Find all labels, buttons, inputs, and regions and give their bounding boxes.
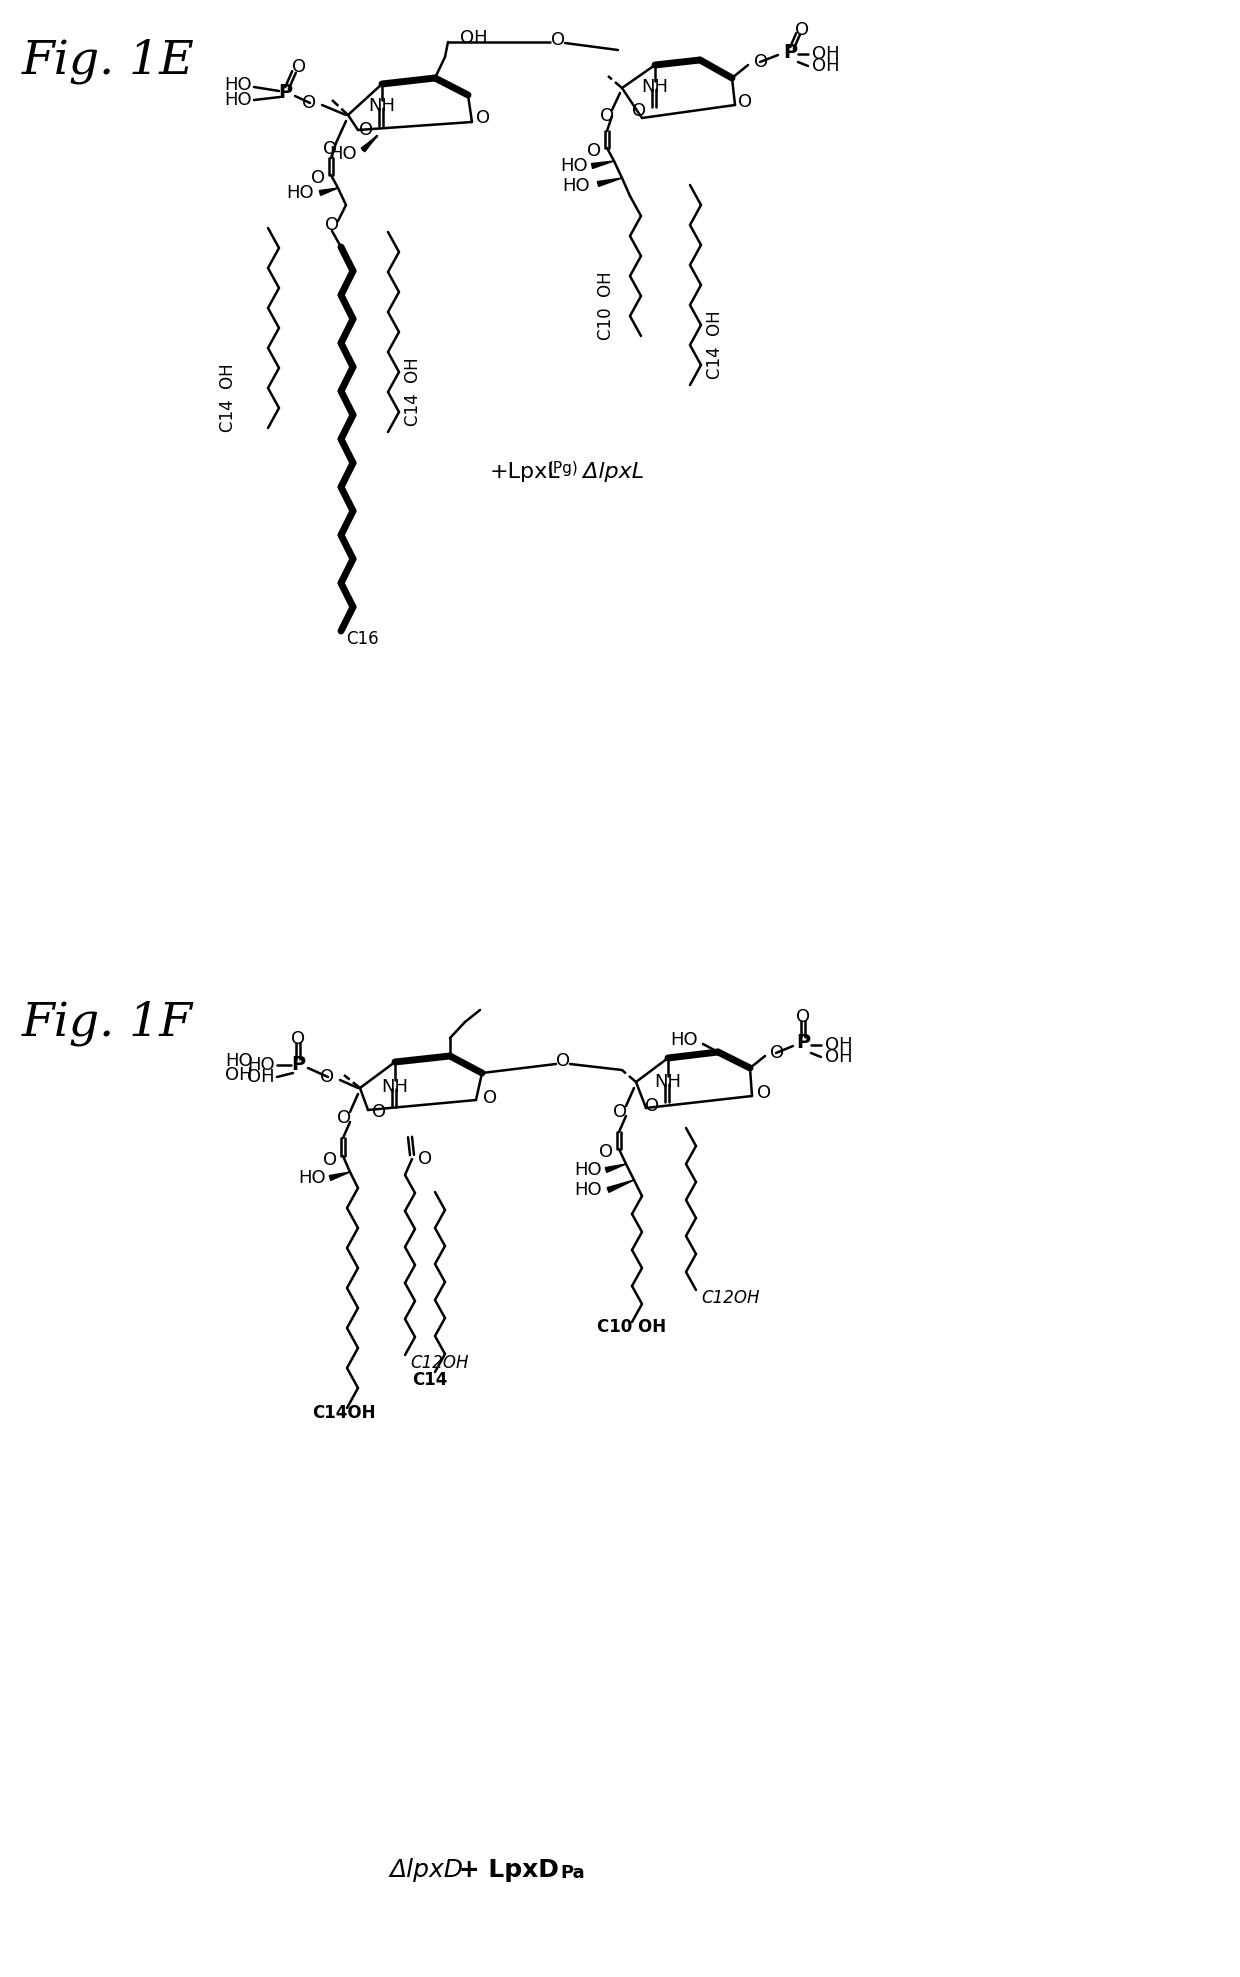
- Text: O: O: [613, 1103, 627, 1121]
- Text: + LpxD: + LpxD: [450, 1858, 559, 1882]
- Text: +LpxL: +LpxL: [490, 463, 560, 482]
- Text: O: O: [796, 1008, 810, 1026]
- Text: OH: OH: [224, 1066, 253, 1083]
- Text: Fig. 1F: Fig. 1F: [22, 1000, 193, 1046]
- Text: Fig. 1E: Fig. 1E: [22, 38, 195, 83]
- Text: C12OH: C12OH: [410, 1354, 469, 1372]
- Text: O: O: [322, 140, 337, 158]
- Text: NH: NH: [382, 1077, 408, 1095]
- Text: O: O: [291, 57, 306, 75]
- Text: O: O: [795, 22, 808, 40]
- Text: C12OH: C12OH: [701, 1289, 759, 1307]
- Text: HO: HO: [574, 1160, 601, 1178]
- Text: P: P: [796, 1034, 810, 1052]
- Text: C14  OH: C14 OH: [706, 310, 724, 380]
- Polygon shape: [320, 188, 339, 196]
- Text: O: O: [556, 1052, 570, 1070]
- Text: HO: HO: [224, 91, 252, 109]
- Text: O: O: [320, 1068, 334, 1085]
- Polygon shape: [361, 136, 377, 152]
- Text: HO: HO: [224, 75, 252, 95]
- Text: O: O: [482, 1089, 497, 1107]
- Text: OH: OH: [825, 1036, 853, 1054]
- Text: O: O: [738, 93, 753, 111]
- Text: O: O: [551, 32, 565, 49]
- Polygon shape: [598, 178, 622, 186]
- Text: P: P: [782, 42, 797, 61]
- Text: ΔlpxL: ΔlpxL: [577, 463, 644, 482]
- Text: NH: NH: [641, 77, 668, 97]
- Text: O: O: [756, 1083, 771, 1101]
- Text: OH: OH: [825, 1048, 853, 1066]
- Text: O: O: [645, 1097, 660, 1115]
- Text: HO: HO: [286, 184, 314, 202]
- Text: O: O: [311, 168, 325, 188]
- Text: O: O: [337, 1109, 351, 1127]
- Text: O: O: [325, 215, 339, 233]
- Text: O: O: [372, 1103, 386, 1121]
- Text: O: O: [301, 95, 316, 113]
- Text: Pa: Pa: [560, 1864, 584, 1882]
- Text: O: O: [322, 1151, 337, 1168]
- Text: HO: HO: [574, 1180, 601, 1198]
- Text: C14  OH: C14 OH: [404, 358, 422, 427]
- Text: O: O: [600, 107, 614, 125]
- Text: NH: NH: [655, 1074, 682, 1091]
- Text: HO: HO: [560, 156, 588, 176]
- Text: HO: HO: [299, 1168, 326, 1186]
- Text: C10  OH: C10 OH: [596, 271, 615, 340]
- Polygon shape: [330, 1172, 350, 1180]
- Text: O: O: [599, 1143, 613, 1160]
- Text: HO: HO: [671, 1030, 698, 1050]
- Text: P: P: [291, 1056, 305, 1075]
- Text: O: O: [358, 121, 373, 138]
- Text: O: O: [476, 109, 490, 127]
- Polygon shape: [605, 1164, 626, 1172]
- Text: C14  OH: C14 OH: [219, 364, 237, 433]
- Text: O: O: [291, 1030, 305, 1048]
- Text: HO: HO: [247, 1056, 275, 1074]
- Text: OH: OH: [812, 45, 839, 63]
- Text: O: O: [587, 142, 601, 160]
- Text: C14: C14: [413, 1370, 448, 1390]
- Text: P: P: [278, 83, 293, 101]
- Text: O: O: [632, 103, 646, 121]
- Text: HO: HO: [224, 1052, 253, 1070]
- Text: OH: OH: [812, 57, 839, 75]
- Text: HO: HO: [563, 178, 590, 196]
- Polygon shape: [608, 1180, 634, 1192]
- Text: HO: HO: [330, 144, 357, 162]
- Text: C14OH: C14OH: [312, 1404, 376, 1421]
- Text: OH: OH: [460, 30, 487, 47]
- Text: OH: OH: [247, 1068, 275, 1085]
- Text: O: O: [418, 1151, 432, 1168]
- Text: C10 OH: C10 OH: [596, 1319, 666, 1336]
- Text: ΔlpxD: ΔlpxD: [391, 1858, 464, 1882]
- Polygon shape: [591, 160, 614, 168]
- Text: NH: NH: [368, 97, 396, 115]
- Text: O: O: [770, 1044, 784, 1062]
- Text: (Pg): (Pg): [548, 461, 579, 476]
- Text: C16: C16: [346, 631, 378, 648]
- Text: O: O: [754, 53, 768, 71]
